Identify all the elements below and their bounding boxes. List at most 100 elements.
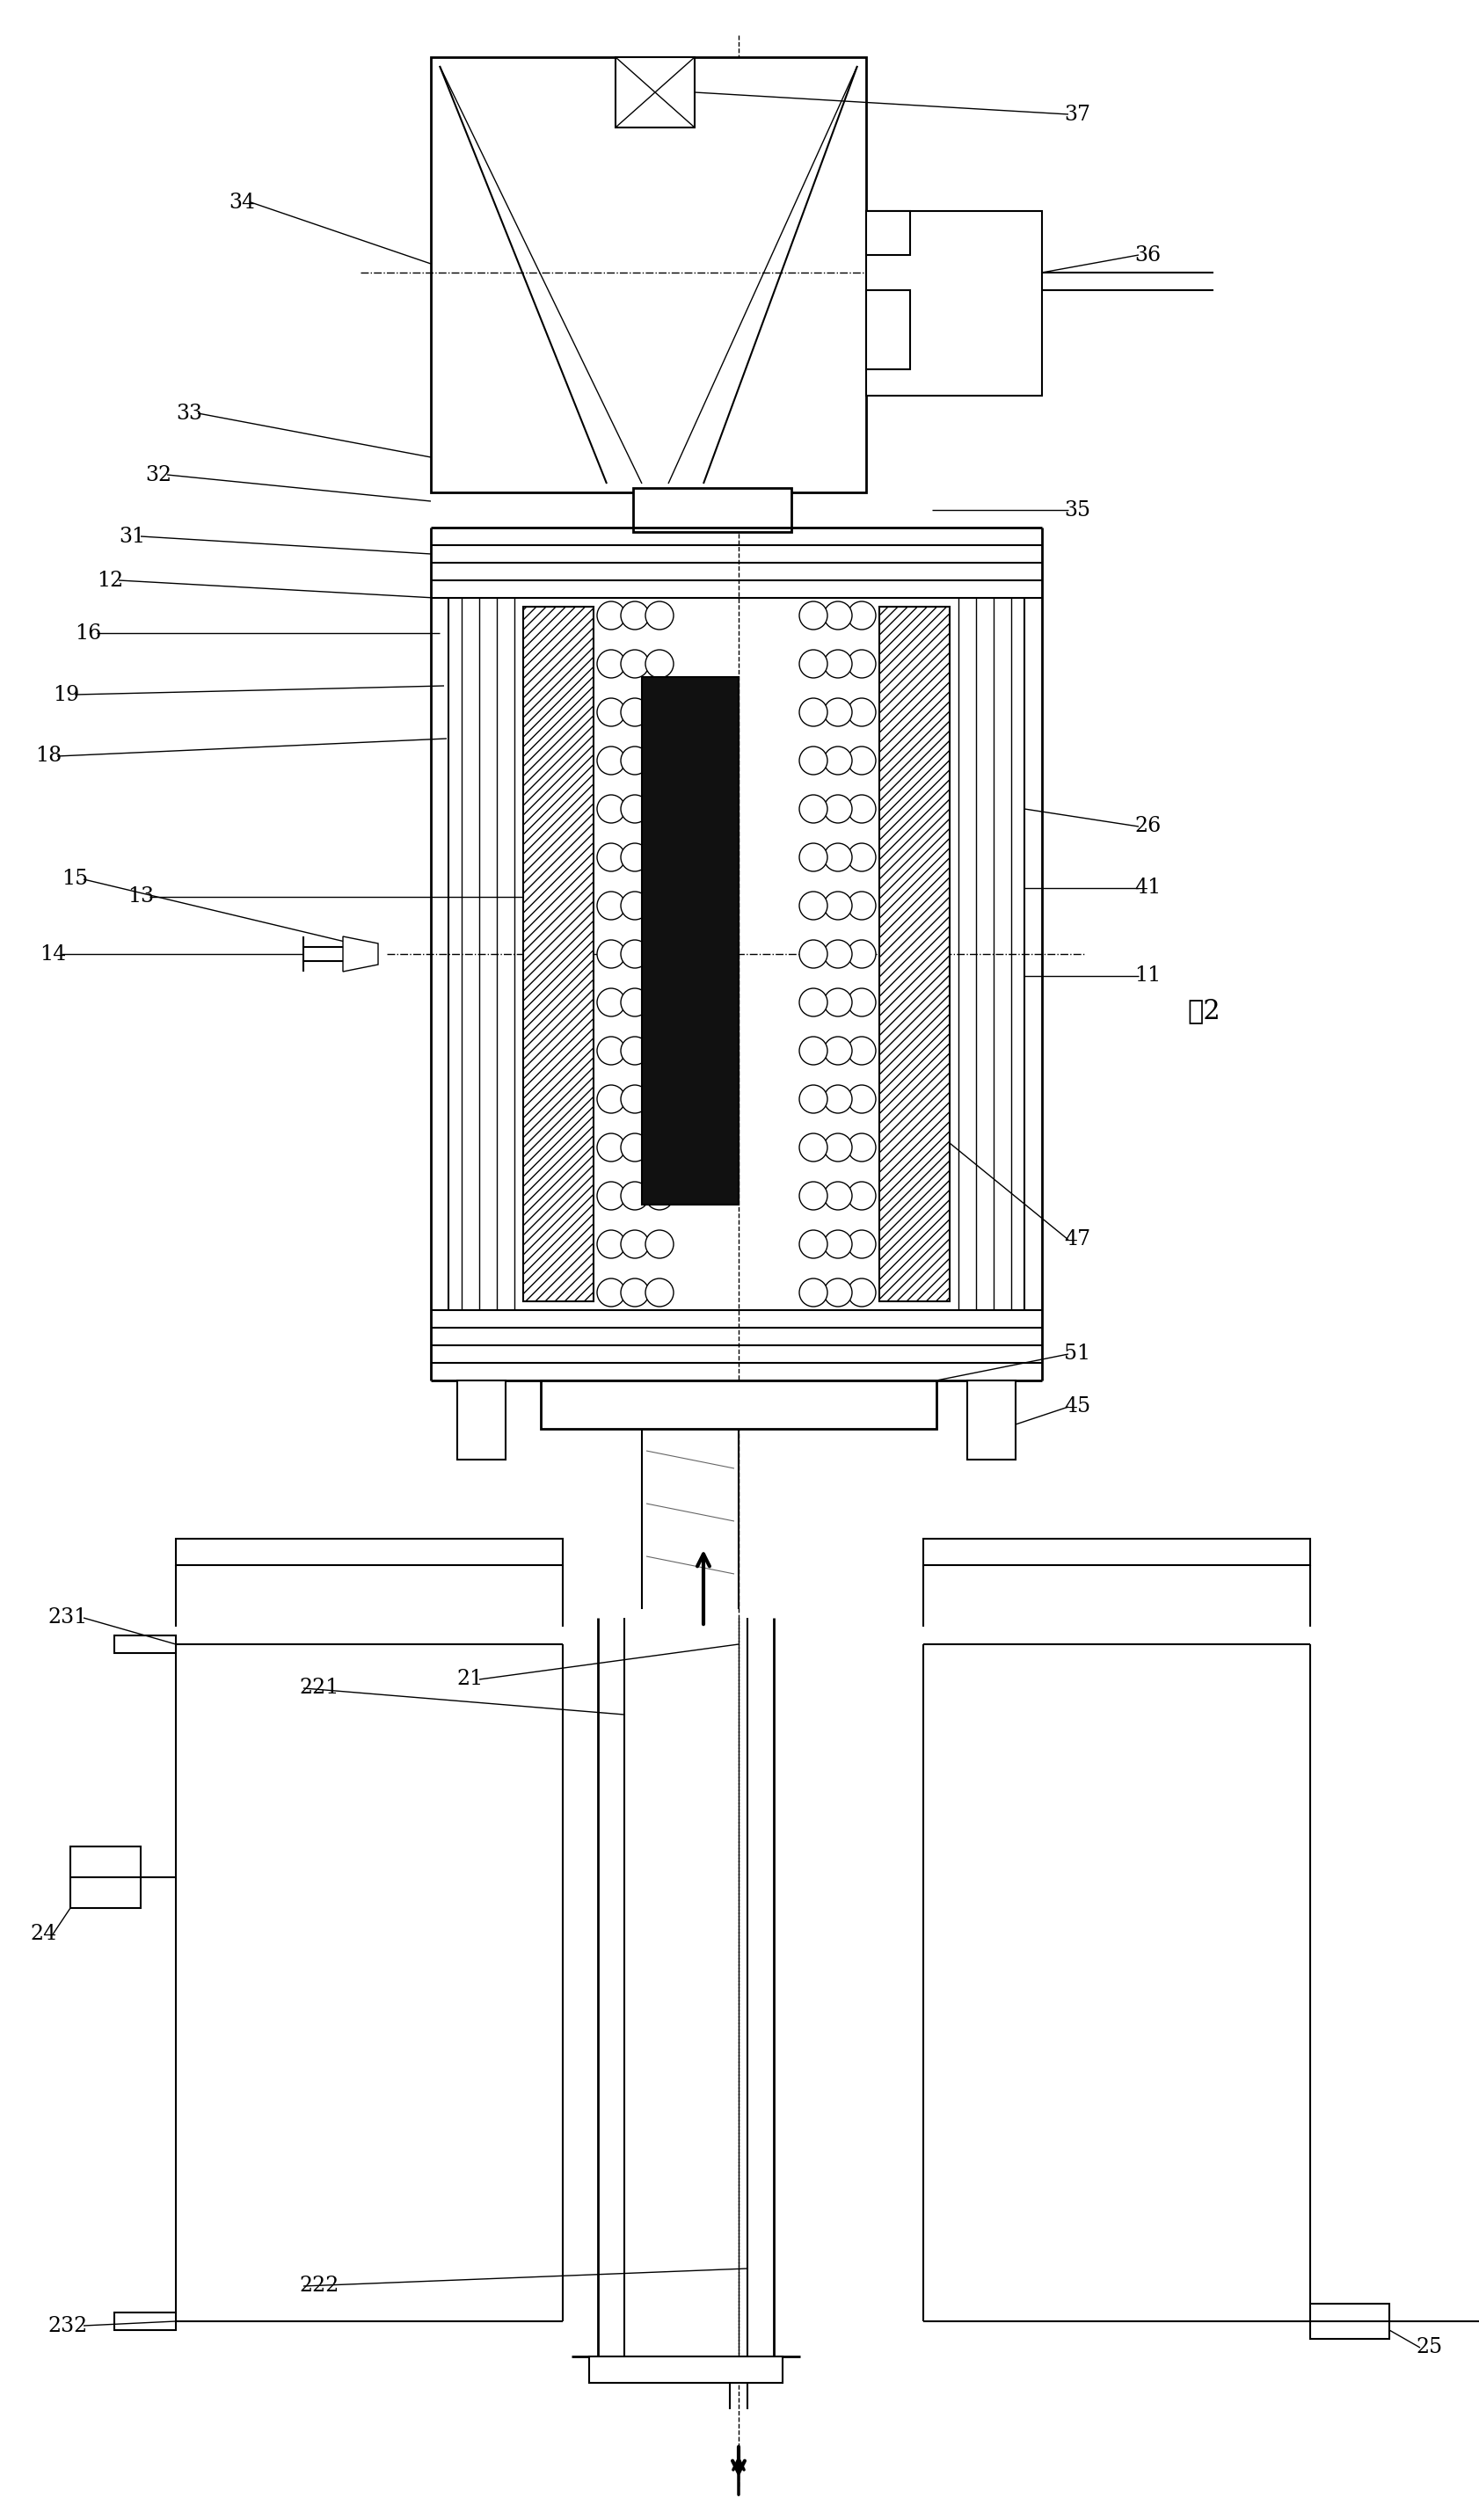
- Circle shape: [620, 1086, 649, 1114]
- Circle shape: [824, 1230, 852, 1257]
- Circle shape: [620, 794, 649, 824]
- Text: 31: 31: [118, 527, 145, 547]
- Circle shape: [596, 892, 624, 920]
- Text: 21: 21: [457, 1668, 484, 1688]
- Circle shape: [799, 1278, 827, 1305]
- Circle shape: [824, 1134, 852, 1162]
- Text: 47: 47: [1063, 1230, 1090, 1250]
- Bar: [176, 1540, 562, 1565]
- Circle shape: [645, 698, 673, 726]
- Circle shape: [799, 794, 827, 824]
- Text: 13: 13: [127, 887, 154, 907]
- Text: 41: 41: [1133, 877, 1160, 897]
- Text: 231: 231: [49, 1608, 87, 1628]
- Circle shape: [847, 698, 876, 726]
- Text: 18: 18: [35, 746, 62, 766]
- Circle shape: [799, 1134, 827, 1162]
- Circle shape: [596, 1278, 624, 1305]
- Bar: [589, 2356, 782, 2384]
- Text: 35: 35: [1063, 499, 1090, 519]
- Text: 24: 24: [31, 1925, 58, 1945]
- Bar: [430, 58, 865, 491]
- Bar: [1309, 2303, 1389, 2339]
- Bar: [114, 2313, 176, 2331]
- Circle shape: [645, 794, 673, 824]
- Circle shape: [620, 698, 649, 726]
- Circle shape: [847, 1230, 876, 1257]
- Bar: [865, 290, 910, 370]
- Text: 16: 16: [74, 622, 101, 643]
- Circle shape: [847, 1036, 876, 1066]
- Circle shape: [645, 1086, 673, 1114]
- Text: 33: 33: [176, 403, 203, 423]
- Circle shape: [620, 602, 649, 630]
- Circle shape: [645, 844, 673, 872]
- Circle shape: [645, 1182, 673, 1210]
- Circle shape: [620, 1182, 649, 1210]
- Circle shape: [596, 602, 624, 630]
- Circle shape: [620, 940, 649, 968]
- Circle shape: [824, 1086, 852, 1114]
- Circle shape: [847, 746, 876, 774]
- Circle shape: [645, 1278, 673, 1305]
- Circle shape: [824, 988, 852, 1016]
- Circle shape: [799, 602, 827, 630]
- Circle shape: [620, 1036, 649, 1066]
- Text: 51: 51: [1063, 1343, 1090, 1363]
- Circle shape: [596, 844, 624, 872]
- Circle shape: [620, 650, 649, 678]
- Circle shape: [645, 1134, 673, 1162]
- Text: 图2: 图2: [1186, 998, 1220, 1026]
- Circle shape: [596, 1036, 624, 1066]
- Circle shape: [596, 1086, 624, 1114]
- Circle shape: [799, 1182, 827, 1210]
- Circle shape: [596, 1182, 624, 1210]
- Circle shape: [847, 1278, 876, 1305]
- Bar: [540, 1381, 936, 1429]
- Circle shape: [824, 1182, 852, 1210]
- Bar: [865, 212, 1041, 396]
- Circle shape: [799, 844, 827, 872]
- Circle shape: [847, 1182, 876, 1210]
- Circle shape: [596, 746, 624, 774]
- Circle shape: [824, 892, 852, 920]
- Text: 36: 36: [1133, 244, 1160, 265]
- Bar: [923, 1540, 1309, 1565]
- Circle shape: [620, 1278, 649, 1305]
- Bar: [524, 607, 593, 1300]
- Circle shape: [824, 844, 852, 872]
- Circle shape: [645, 988, 673, 1016]
- Text: 25: 25: [1415, 2339, 1442, 2359]
- Text: 15: 15: [62, 869, 87, 890]
- Circle shape: [824, 1036, 852, 1066]
- Circle shape: [620, 844, 649, 872]
- Circle shape: [847, 988, 876, 1016]
- Circle shape: [799, 1086, 827, 1114]
- Circle shape: [824, 1278, 852, 1305]
- Circle shape: [847, 892, 876, 920]
- Text: 37: 37: [1063, 103, 1090, 123]
- Text: 11: 11: [1133, 965, 1160, 985]
- Circle shape: [824, 794, 852, 824]
- Circle shape: [596, 1134, 624, 1162]
- Text: 232: 232: [49, 2316, 87, 2336]
- Circle shape: [799, 988, 827, 1016]
- Circle shape: [596, 650, 624, 678]
- Circle shape: [847, 1134, 876, 1162]
- Bar: [615, 58, 694, 129]
- Text: 45: 45: [1063, 1396, 1090, 1416]
- Circle shape: [596, 940, 624, 968]
- Text: 14: 14: [40, 945, 67, 965]
- Circle shape: [620, 892, 649, 920]
- Circle shape: [620, 1230, 649, 1257]
- Circle shape: [620, 1134, 649, 1162]
- Circle shape: [799, 746, 827, 774]
- Circle shape: [596, 1230, 624, 1257]
- Circle shape: [645, 1036, 673, 1066]
- Circle shape: [847, 940, 876, 968]
- Circle shape: [645, 602, 673, 630]
- Circle shape: [799, 650, 827, 678]
- Circle shape: [620, 746, 649, 774]
- Circle shape: [645, 892, 673, 920]
- Circle shape: [596, 794, 624, 824]
